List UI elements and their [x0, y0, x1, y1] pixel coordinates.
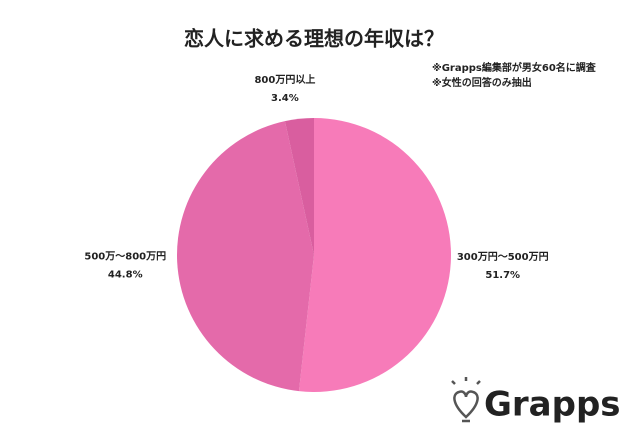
pie-slice	[284, 118, 314, 255]
pie-slice	[298, 118, 451, 392]
value-label: 3.4%	[271, 93, 299, 104]
slice-label: 500万～800万円	[84, 250, 166, 262]
brand: Grapps	[484, 385, 621, 425]
slice-label: 300万円～500万円	[457, 251, 549, 263]
logo-icon	[451, 377, 481, 423]
note: ※Grapps編集部が男女60名に調査	[432, 61, 597, 74]
value-label: 51.7%	[485, 270, 520, 281]
pie-slice	[176, 121, 314, 392]
slice-label: 800万円以上	[254, 73, 315, 86]
note: ※女性の回答のみ抽出	[432, 76, 532, 89]
value-label: 44.8%	[108, 269, 143, 280]
chart-title: 恋人に求める理想の年収は？	[184, 27, 444, 51]
